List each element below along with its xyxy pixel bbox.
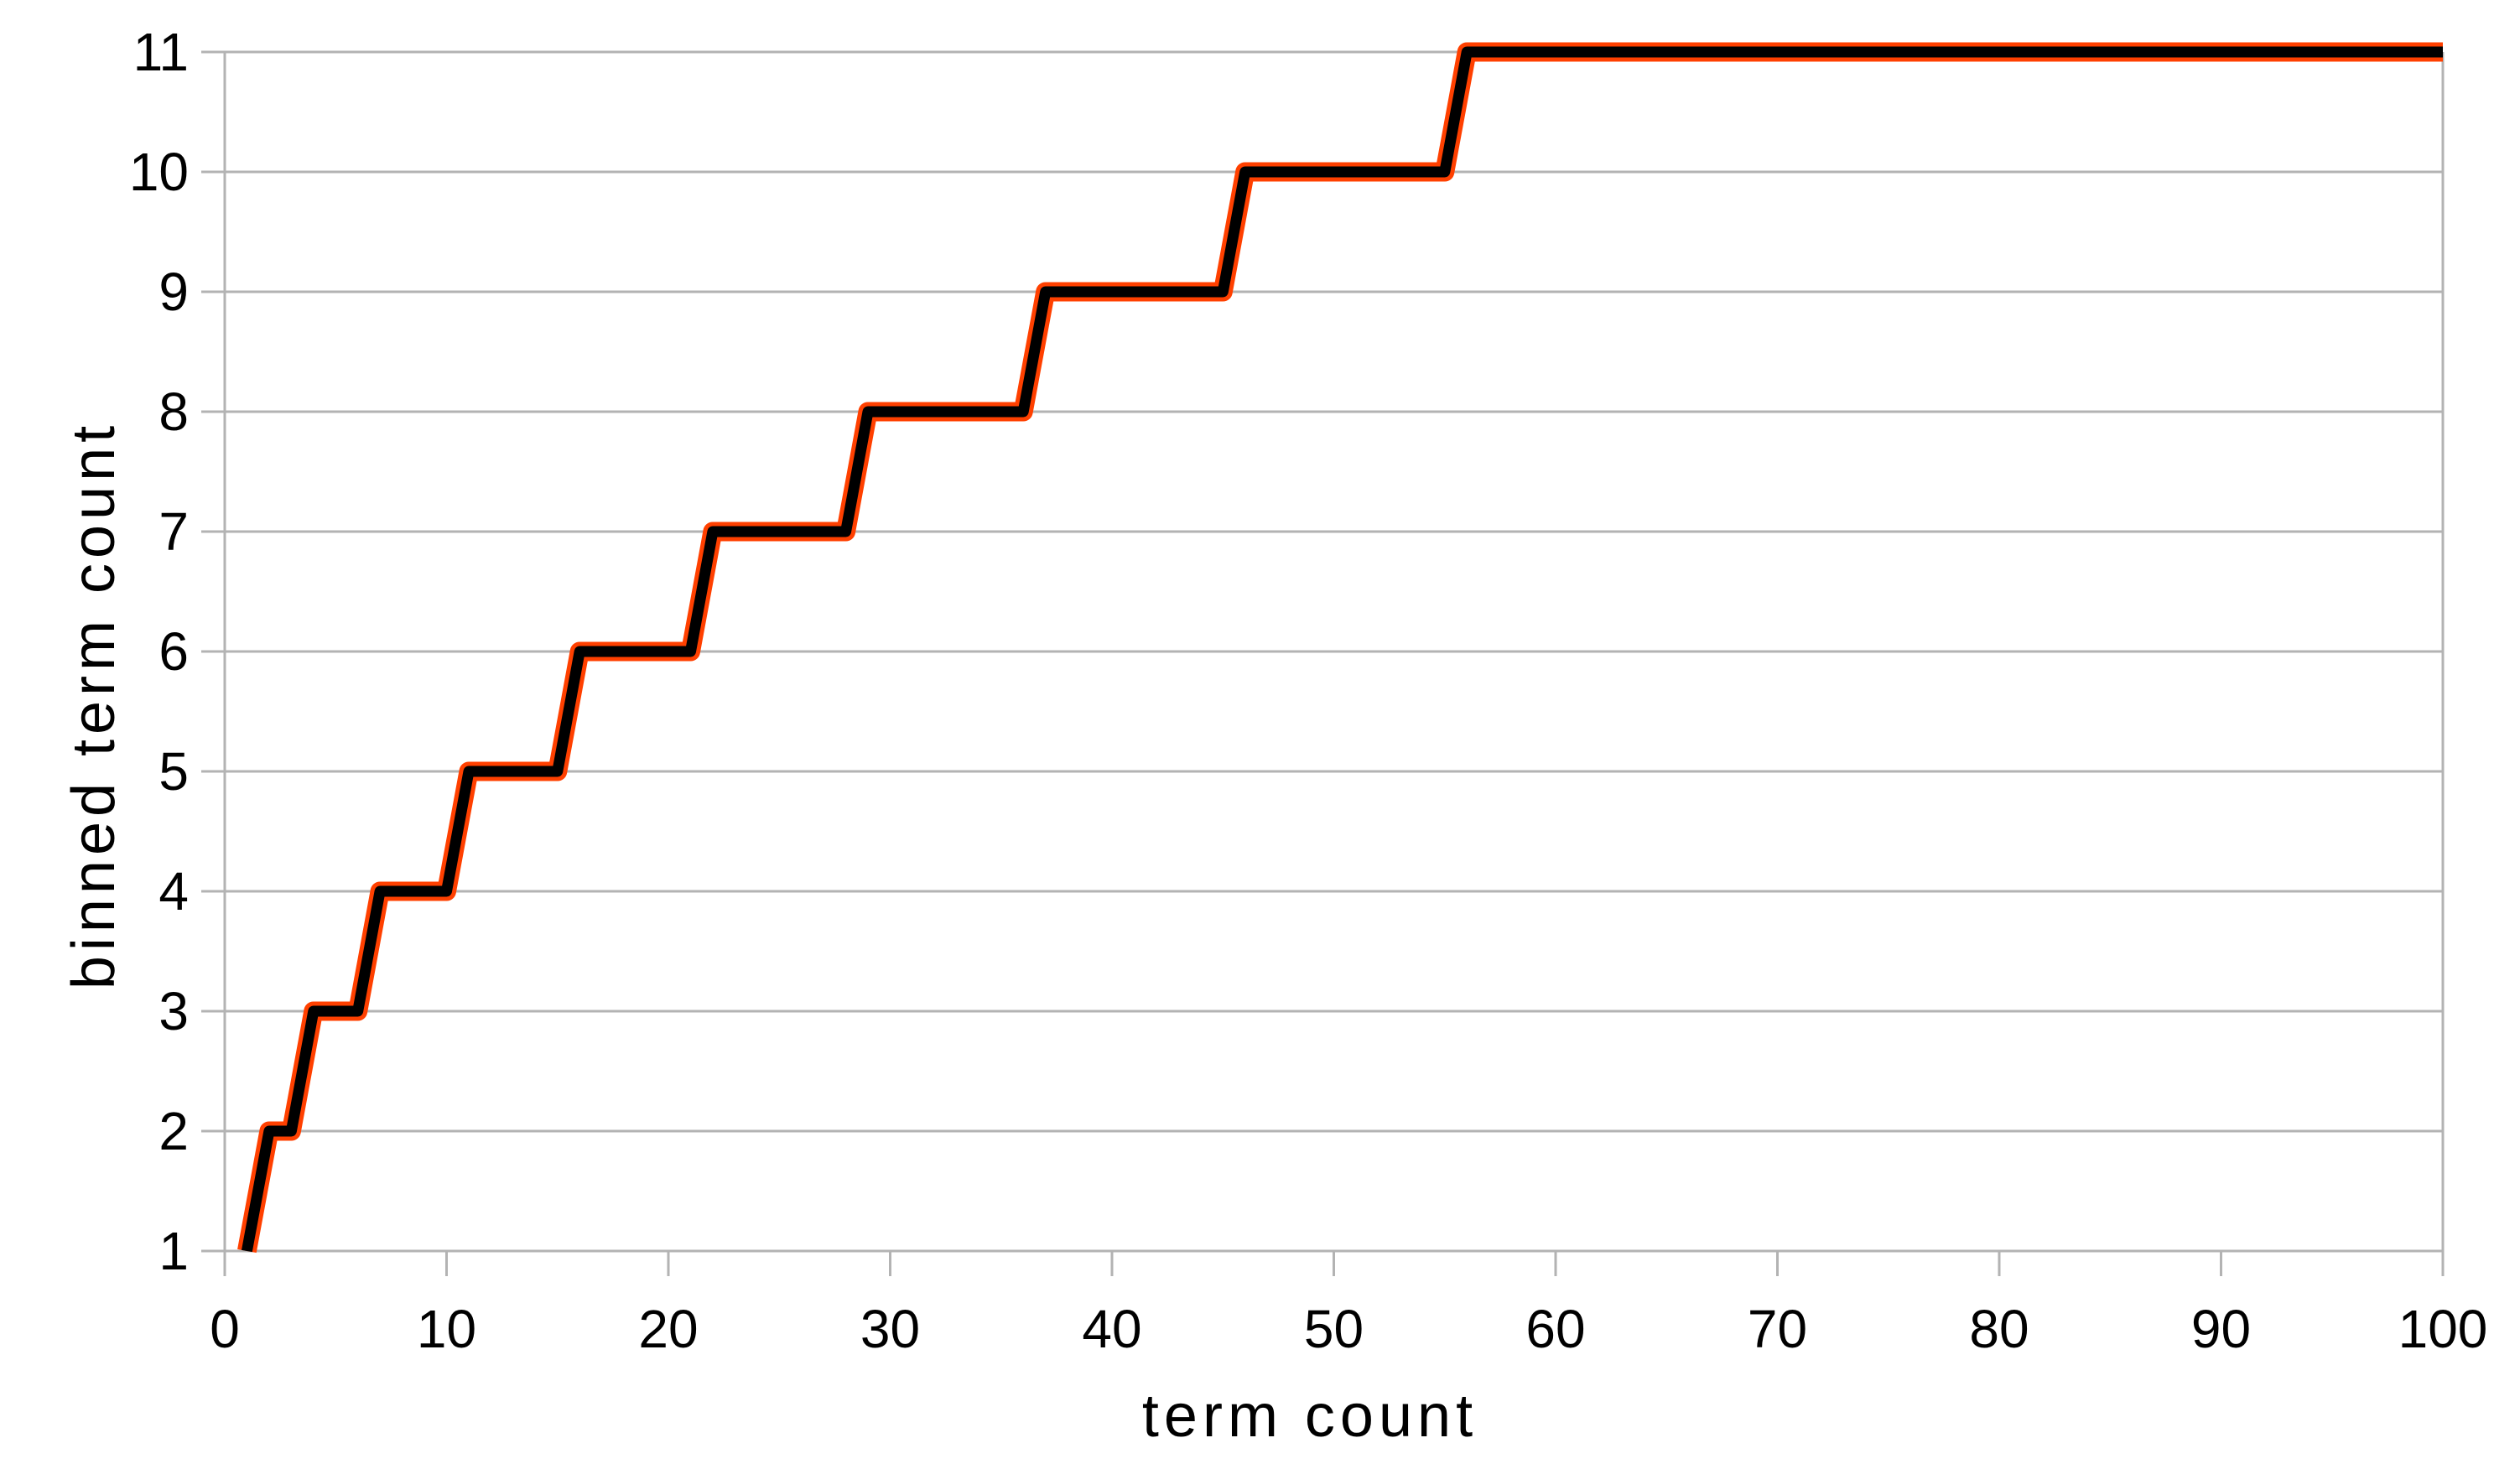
gridlines-layer — [201, 50, 2445, 1276]
y-tick-label-4: 4 — [158, 861, 189, 921]
y-tick-label-6: 6 — [158, 621, 189, 682]
ticks-layer — [223, 1251, 2445, 1276]
x-tick-label-40: 40 — [1082, 1299, 1141, 1359]
y-axis-title: binned term count — [60, 420, 127, 990]
x-tick-label-80: 80 — [1969, 1299, 2029, 1359]
y-tick-label-10: 10 — [129, 142, 189, 202]
y-tick-label-1: 1 — [158, 1221, 189, 1281]
data-series-layer — [237, 42, 2443, 1254]
series-0-line — [242, 46, 2443, 1253]
y-tick-label-8: 8 — [158, 382, 189, 442]
x-tick-label-30: 30 — [860, 1299, 920, 1359]
x-tick-label-70: 70 — [1748, 1299, 1807, 1359]
x-tick-label-60: 60 — [1525, 1299, 1585, 1359]
y-tick-label-11: 11 — [133, 22, 189, 82]
y-tick-label-7: 7 — [158, 501, 189, 562]
x-tick-label-100: 100 — [2398, 1299, 2488, 1359]
x-axis-title: term count — [1141, 1383, 1478, 1450]
x-tick-label-90: 90 — [2191, 1299, 2251, 1359]
y-tick-label-3: 3 — [158, 981, 189, 1041]
y-tick-label-9: 9 — [158, 262, 189, 322]
x-tick-label-10: 10 — [417, 1299, 476, 1359]
y-tick-label-2: 2 — [158, 1101, 189, 1161]
x-tick-label-0: 0 — [210, 1299, 240, 1359]
x-tick-label-20: 20 — [638, 1299, 698, 1359]
x-tick-label-50: 50 — [1304, 1299, 1364, 1359]
y-tick-label-5: 5 — [158, 741, 189, 802]
tick-labels-layer: 1 2 3 4 5 6 7 8 9 10 11 0 10 20 30 40 50 60 70 80 90 100 — [129, 22, 2488, 1359]
